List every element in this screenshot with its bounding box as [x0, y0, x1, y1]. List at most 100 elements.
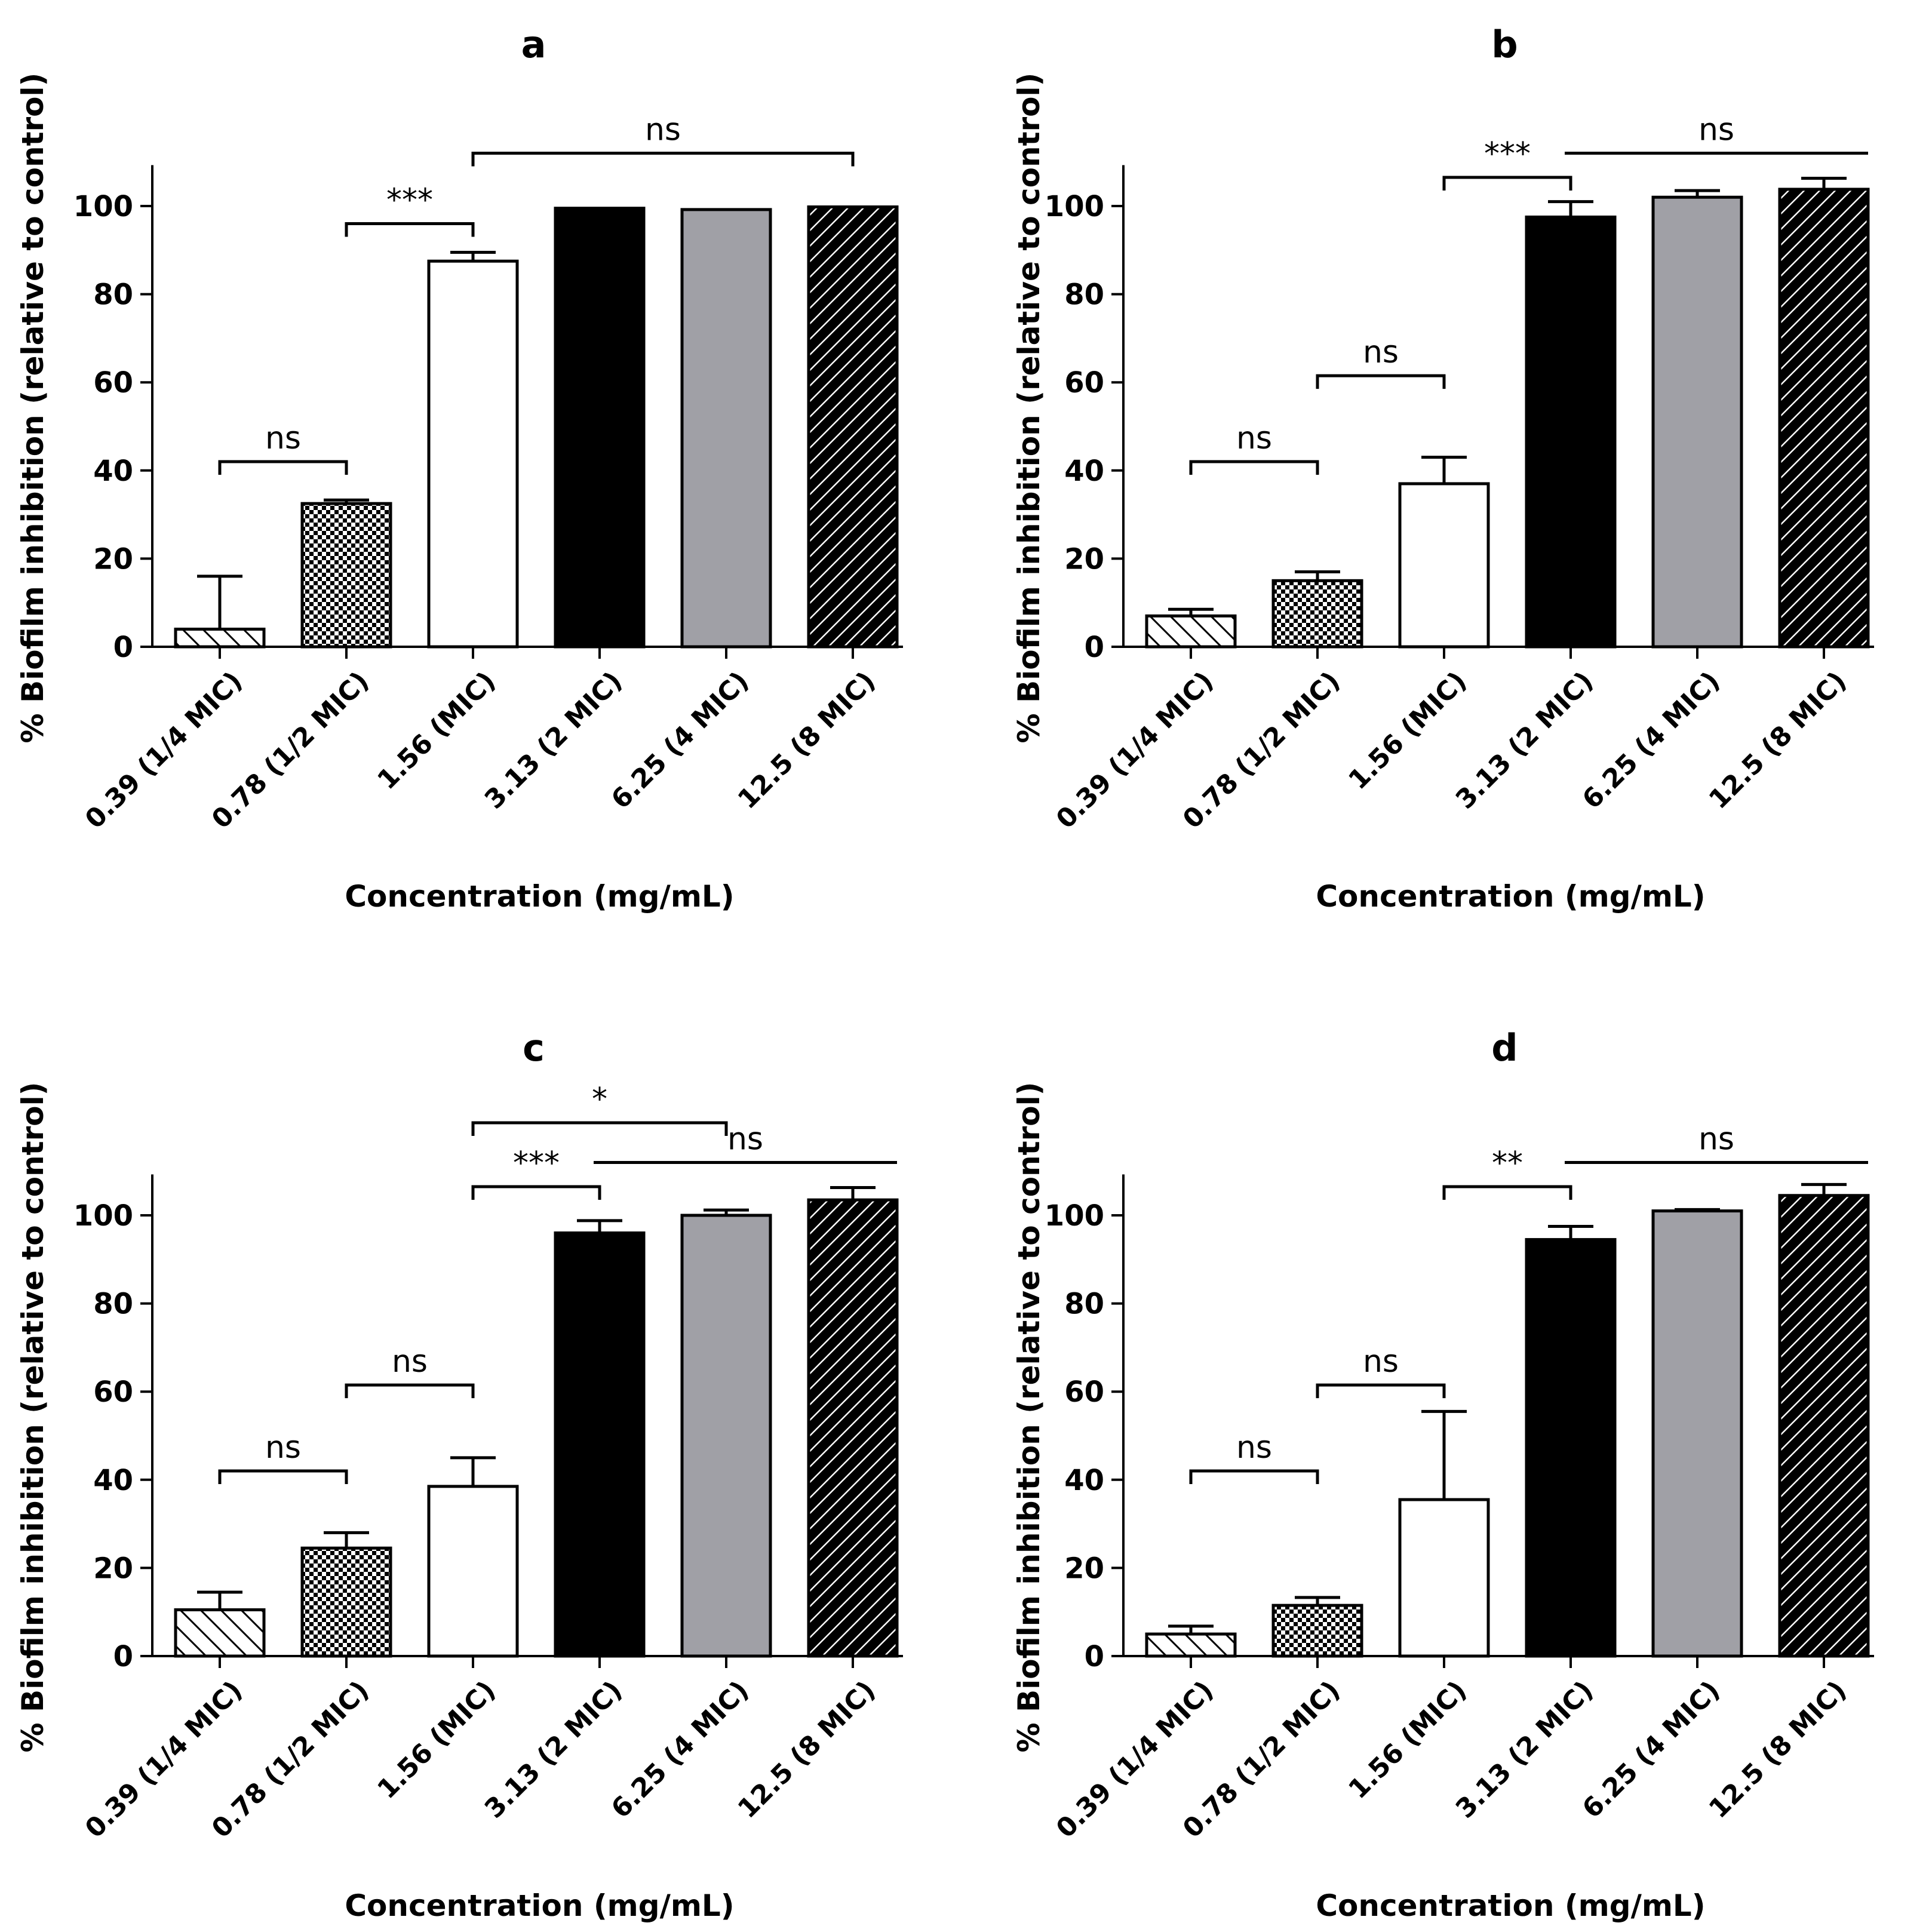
significance-label: ns	[392, 1344, 428, 1380]
significance-bracket	[345, 222, 475, 237]
bar	[1651, 195, 1743, 649]
bar	[1398, 1498, 1490, 1658]
bar	[554, 1231, 646, 1658]
panel-d: d % Biofilm inhibition (relative to contr…	[1001, 1003, 1932, 1929]
significance-bracket	[1442, 1185, 1572, 1200]
bar	[1525, 215, 1617, 649]
y-tick-label: 80	[1064, 1288, 1104, 1321]
chart-b: b % Biofilm inhibition (relative to contr…	[1012, 23, 1874, 914]
significance-bracket	[1316, 1383, 1446, 1399]
y-tick-label: 80	[1064, 278, 1104, 312]
x-axis-label: Concentration (mg/mL)	[1316, 1888, 1705, 1923]
significance-bracket	[471, 151, 855, 167]
bar	[174, 627, 266, 649]
significance-bracket	[345, 1383, 475, 1399]
panel-b: b % Biofilm inhibition (relative to contr…	[1001, 0, 1932, 964]
bar	[1271, 1604, 1363, 1658]
significance-bracket	[471, 1121, 728, 1136]
significance-label: ns	[265, 420, 301, 456]
panel-a: a % Biofilm inhibition (relative to contr…	[0, 0, 966, 964]
chart-c: c % Biofilm inhibition (relative to contr…	[16, 1026, 903, 1923]
significance-label: ns	[727, 1121, 763, 1157]
y-tick-label: 40	[1064, 1464, 1104, 1497]
y-axis-label: % Biofilm inhibition (relative to contro…	[1012, 73, 1046, 744]
significance-bracket	[1189, 460, 1319, 475]
bar	[1145, 614, 1237, 649]
y-tick-label: 100	[1045, 1199, 1104, 1233]
y-tick-label: 0	[113, 1640, 133, 1673]
significance-label: ns	[1698, 1121, 1734, 1157]
bar	[680, 1214, 772, 1658]
significance-label: ***	[386, 183, 433, 219]
x-tick-label: 1.56 (MIC)	[371, 666, 501, 795]
bar	[807, 1198, 899, 1658]
significance-label: ns	[265, 1430, 301, 1466]
bar	[1778, 1194, 1870, 1658]
y-tick-label: 0	[1085, 631, 1104, 664]
y-tick-label: 20	[1064, 542, 1104, 576]
bar	[807, 205, 899, 649]
bar	[554, 207, 646, 649]
x-axis-label: Concentration (mg/mL)	[1316, 879, 1705, 914]
y-tick-label: 0	[1085, 1640, 1104, 1673]
y-axis-label: % Biofilm inhibition (relative to contro…	[1012, 1082, 1046, 1753]
y-tick-label: 60	[93, 366, 133, 400]
y-tick-label: 40	[93, 1464, 133, 1497]
chart-d: d % Biofilm inhibition (relative to contr…	[1012, 1026, 1874, 1923]
y-tick-label: 80	[93, 1288, 133, 1321]
chart-a: a % Biofilm inhibition (relative to contr…	[16, 23, 903, 914]
bar	[300, 502, 392, 649]
y-tick-label: 20	[93, 1552, 133, 1585]
x-axis-label: Concentration (mg/mL)	[345, 879, 734, 914]
panel-title: b	[1491, 23, 1518, 66]
significance-label: ns	[645, 112, 681, 148]
y-tick-label: 0	[113, 631, 133, 664]
y-tick-label: 100	[73, 190, 133, 223]
panel-title: d	[1491, 1026, 1518, 1070]
y-tick-label: 20	[93, 542, 133, 576]
significance-bracket	[218, 1469, 348, 1485]
significance-label: ns	[1363, 334, 1399, 370]
significance-bracket	[1442, 176, 1572, 191]
y-tick-label: 60	[1064, 366, 1104, 400]
x-tick-label: 12.5 (8 MIC)	[732, 666, 881, 815]
y-axis-label: % Biofilm inhibition (relative to contro…	[16, 1082, 50, 1753]
x-tick-label: 12.5 (8 MIC)	[1703, 666, 1853, 815]
significance-bracket	[1316, 374, 1446, 389]
y-axis-label: % Biofilm inhibition (relative to contro…	[16, 73, 50, 744]
y-tick-label: 20	[1064, 1552, 1104, 1585]
x-tick-label: 1.56 (MIC)	[1343, 1675, 1472, 1805]
y-tick-label: 80	[93, 278, 133, 312]
significance-label: ***	[1484, 136, 1531, 172]
panel-c: c % Biofilm inhibition (relative to contr…	[0, 1003, 966, 1929]
bar	[300, 1546, 392, 1658]
bar	[680, 208, 772, 649]
x-tick-label: 1.56 (MIC)	[1343, 666, 1472, 795]
bar	[427, 1485, 519, 1658]
bar	[1145, 1632, 1237, 1658]
panel-title: c	[523, 1026, 545, 1070]
significance-label: ns	[1363, 1344, 1399, 1380]
significance-bracket	[218, 460, 348, 475]
bar	[1398, 482, 1490, 649]
significance-label: ns	[1236, 420, 1272, 456]
panel-title: a	[521, 23, 546, 66]
significance-label: ns	[1698, 112, 1734, 148]
bar	[1651, 1209, 1743, 1658]
bar	[427, 259, 519, 649]
x-tick-label: 12.5 (8 MIC)	[732, 1675, 881, 1824]
significance-bracket	[1189, 1469, 1319, 1485]
bar	[1778, 188, 1870, 649]
significance-label: **	[1492, 1145, 1523, 1181]
y-tick-label: 60	[1064, 1375, 1104, 1409]
x-axis-label: Concentration (mg/mL)	[345, 1888, 734, 1923]
x-tick-label: 12.5 (8 MIC)	[1703, 1675, 1853, 1824]
y-tick-label: 100	[1045, 190, 1104, 223]
bar	[1271, 579, 1363, 649]
y-tick-label: 60	[93, 1375, 133, 1409]
significance-label: ns	[1236, 1430, 1272, 1466]
x-tick-label: 1.56 (MIC)	[371, 1675, 501, 1805]
significance-label: *	[592, 1082, 607, 1117]
bar	[1525, 1238, 1617, 1658]
